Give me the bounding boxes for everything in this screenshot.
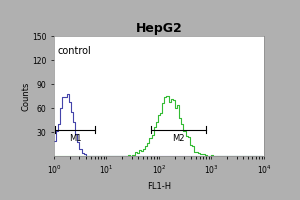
Text: control: control	[57, 46, 91, 56]
Text: M1: M1	[69, 134, 81, 143]
Y-axis label: Counts: Counts	[22, 81, 31, 111]
X-axis label: FL1-H: FL1-H	[147, 182, 171, 191]
Title: HepG2: HepG2	[136, 22, 182, 35]
Text: M2: M2	[172, 134, 185, 143]
